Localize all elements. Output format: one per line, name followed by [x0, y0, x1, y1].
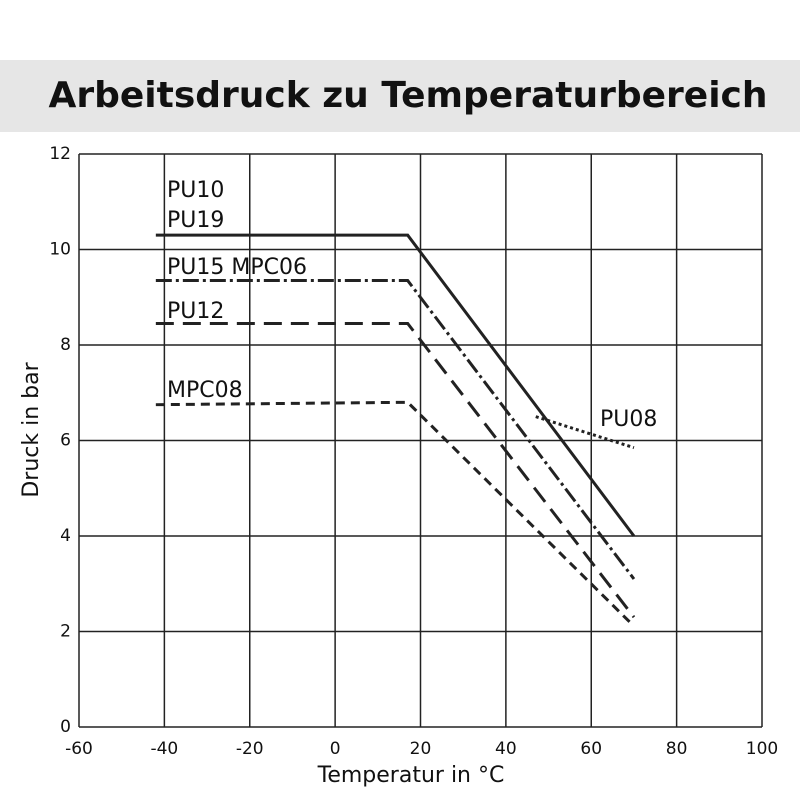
- x-tick-label: 0: [330, 739, 341, 759]
- series-label: PU15 MPC06: [167, 255, 307, 280]
- series-label: PU10: [167, 178, 224, 203]
- y-tick-label: 2: [60, 622, 71, 642]
- x-tick-label: 60: [580, 739, 602, 759]
- y-tick-label: 10: [49, 240, 71, 260]
- y-tick-label: 4: [60, 526, 71, 546]
- series-label: MPC08: [167, 378, 243, 403]
- x-tick-label: 100: [746, 739, 778, 759]
- series-line: [155, 233, 636, 537]
- series-line: [155, 279, 636, 580]
- series-line: [535, 415, 635, 450]
- series-label: PU19: [167, 208, 224, 233]
- series-label: PU12: [167, 299, 224, 324]
- x-tick-label: 80: [666, 739, 688, 759]
- series-label: PU08: [600, 407, 657, 432]
- x-tick-label: -40: [150, 739, 178, 759]
- chart-title: Arbeitsdruck zu Temperaturbereich: [48, 75, 767, 116]
- y-tick-label: 0: [60, 717, 71, 737]
- y-tick-label: 12: [49, 144, 71, 164]
- y-tick-label: 6: [60, 431, 71, 451]
- y-tick-label: 8: [60, 335, 71, 355]
- x-tick-label: 20: [410, 739, 432, 759]
- y-axis-label: Druck in bar: [19, 361, 44, 497]
- x-axis-label: Temperatur in °C: [317, 763, 505, 788]
- x-tick-label: 40: [495, 739, 517, 759]
- x-tick-label: -20: [236, 739, 264, 759]
- series-line: [155, 400, 631, 624]
- series-line: [155, 322, 636, 619]
- x-tick-label: -60: [65, 739, 93, 759]
- title-band: [0, 60, 800, 132]
